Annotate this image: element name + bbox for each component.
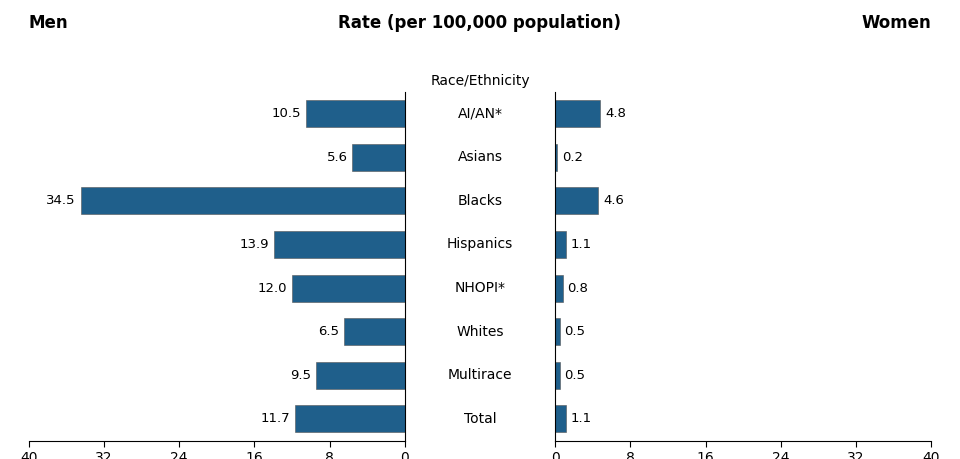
Bar [275,231,405,258]
Bar [316,362,405,389]
Text: Total: Total [464,412,496,426]
Text: 11.7: 11.7 [260,412,290,425]
Text: Race/Ethnicity: Race/Ethnicity [430,74,530,88]
Text: 0.8: 0.8 [567,281,588,295]
Text: 9.5: 9.5 [290,369,311,382]
Text: Whites: Whites [456,325,504,339]
Bar [295,405,405,432]
Text: 1.1: 1.1 [570,412,591,425]
Bar [306,100,405,127]
Text: Asians: Asians [458,150,502,164]
Text: Multirace: Multirace [447,368,513,382]
Text: 1.1: 1.1 [570,238,591,251]
Text: 6.5: 6.5 [318,325,339,338]
Bar [555,362,560,389]
Text: Hispanics: Hispanics [446,237,514,252]
Text: Men: Men [29,14,68,32]
Text: Blacks: Blacks [458,194,502,208]
Bar [555,231,565,258]
Bar [555,187,598,214]
Bar [555,144,557,171]
Text: 10.5: 10.5 [272,107,301,120]
Text: 12.0: 12.0 [258,281,287,295]
Text: 4.6: 4.6 [603,194,624,207]
Bar [81,187,405,214]
Bar [555,405,565,432]
Bar [555,274,563,302]
Text: AI/AN*: AI/AN* [458,106,502,121]
Bar [555,100,600,127]
Text: 4.8: 4.8 [605,107,626,120]
Bar [344,318,405,345]
Text: 13.9: 13.9 [240,238,270,251]
Text: 5.6: 5.6 [326,151,348,164]
Bar [352,144,405,171]
Text: 0.2: 0.2 [562,151,583,164]
Text: Women: Women [861,14,931,32]
Text: 0.5: 0.5 [564,325,586,338]
Text: NHOPI*: NHOPI* [454,281,506,295]
Text: 0.5: 0.5 [564,369,586,382]
Text: 34.5: 34.5 [46,194,76,207]
Text: Rate (per 100,000 population): Rate (per 100,000 population) [339,14,621,32]
Bar [292,274,405,302]
Bar [555,318,560,345]
